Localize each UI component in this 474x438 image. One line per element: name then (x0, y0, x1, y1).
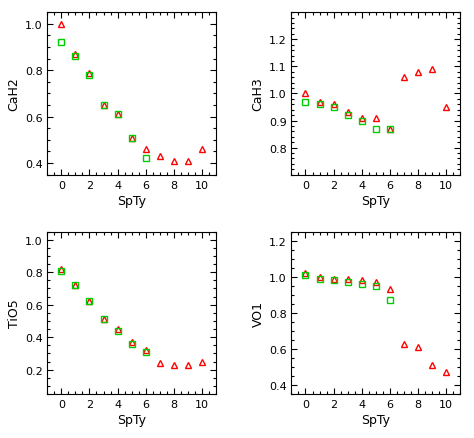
Y-axis label: VO1: VO1 (252, 300, 264, 326)
X-axis label: SpTy: SpTy (361, 194, 390, 207)
Y-axis label: CaH2: CaH2 (8, 78, 21, 111)
X-axis label: SpTy: SpTy (361, 413, 390, 426)
Y-axis label: TiO5: TiO5 (8, 299, 21, 328)
X-axis label: SpTy: SpTy (117, 194, 146, 207)
Y-axis label: CaH3: CaH3 (252, 78, 264, 111)
X-axis label: SpTy: SpTy (117, 413, 146, 426)
